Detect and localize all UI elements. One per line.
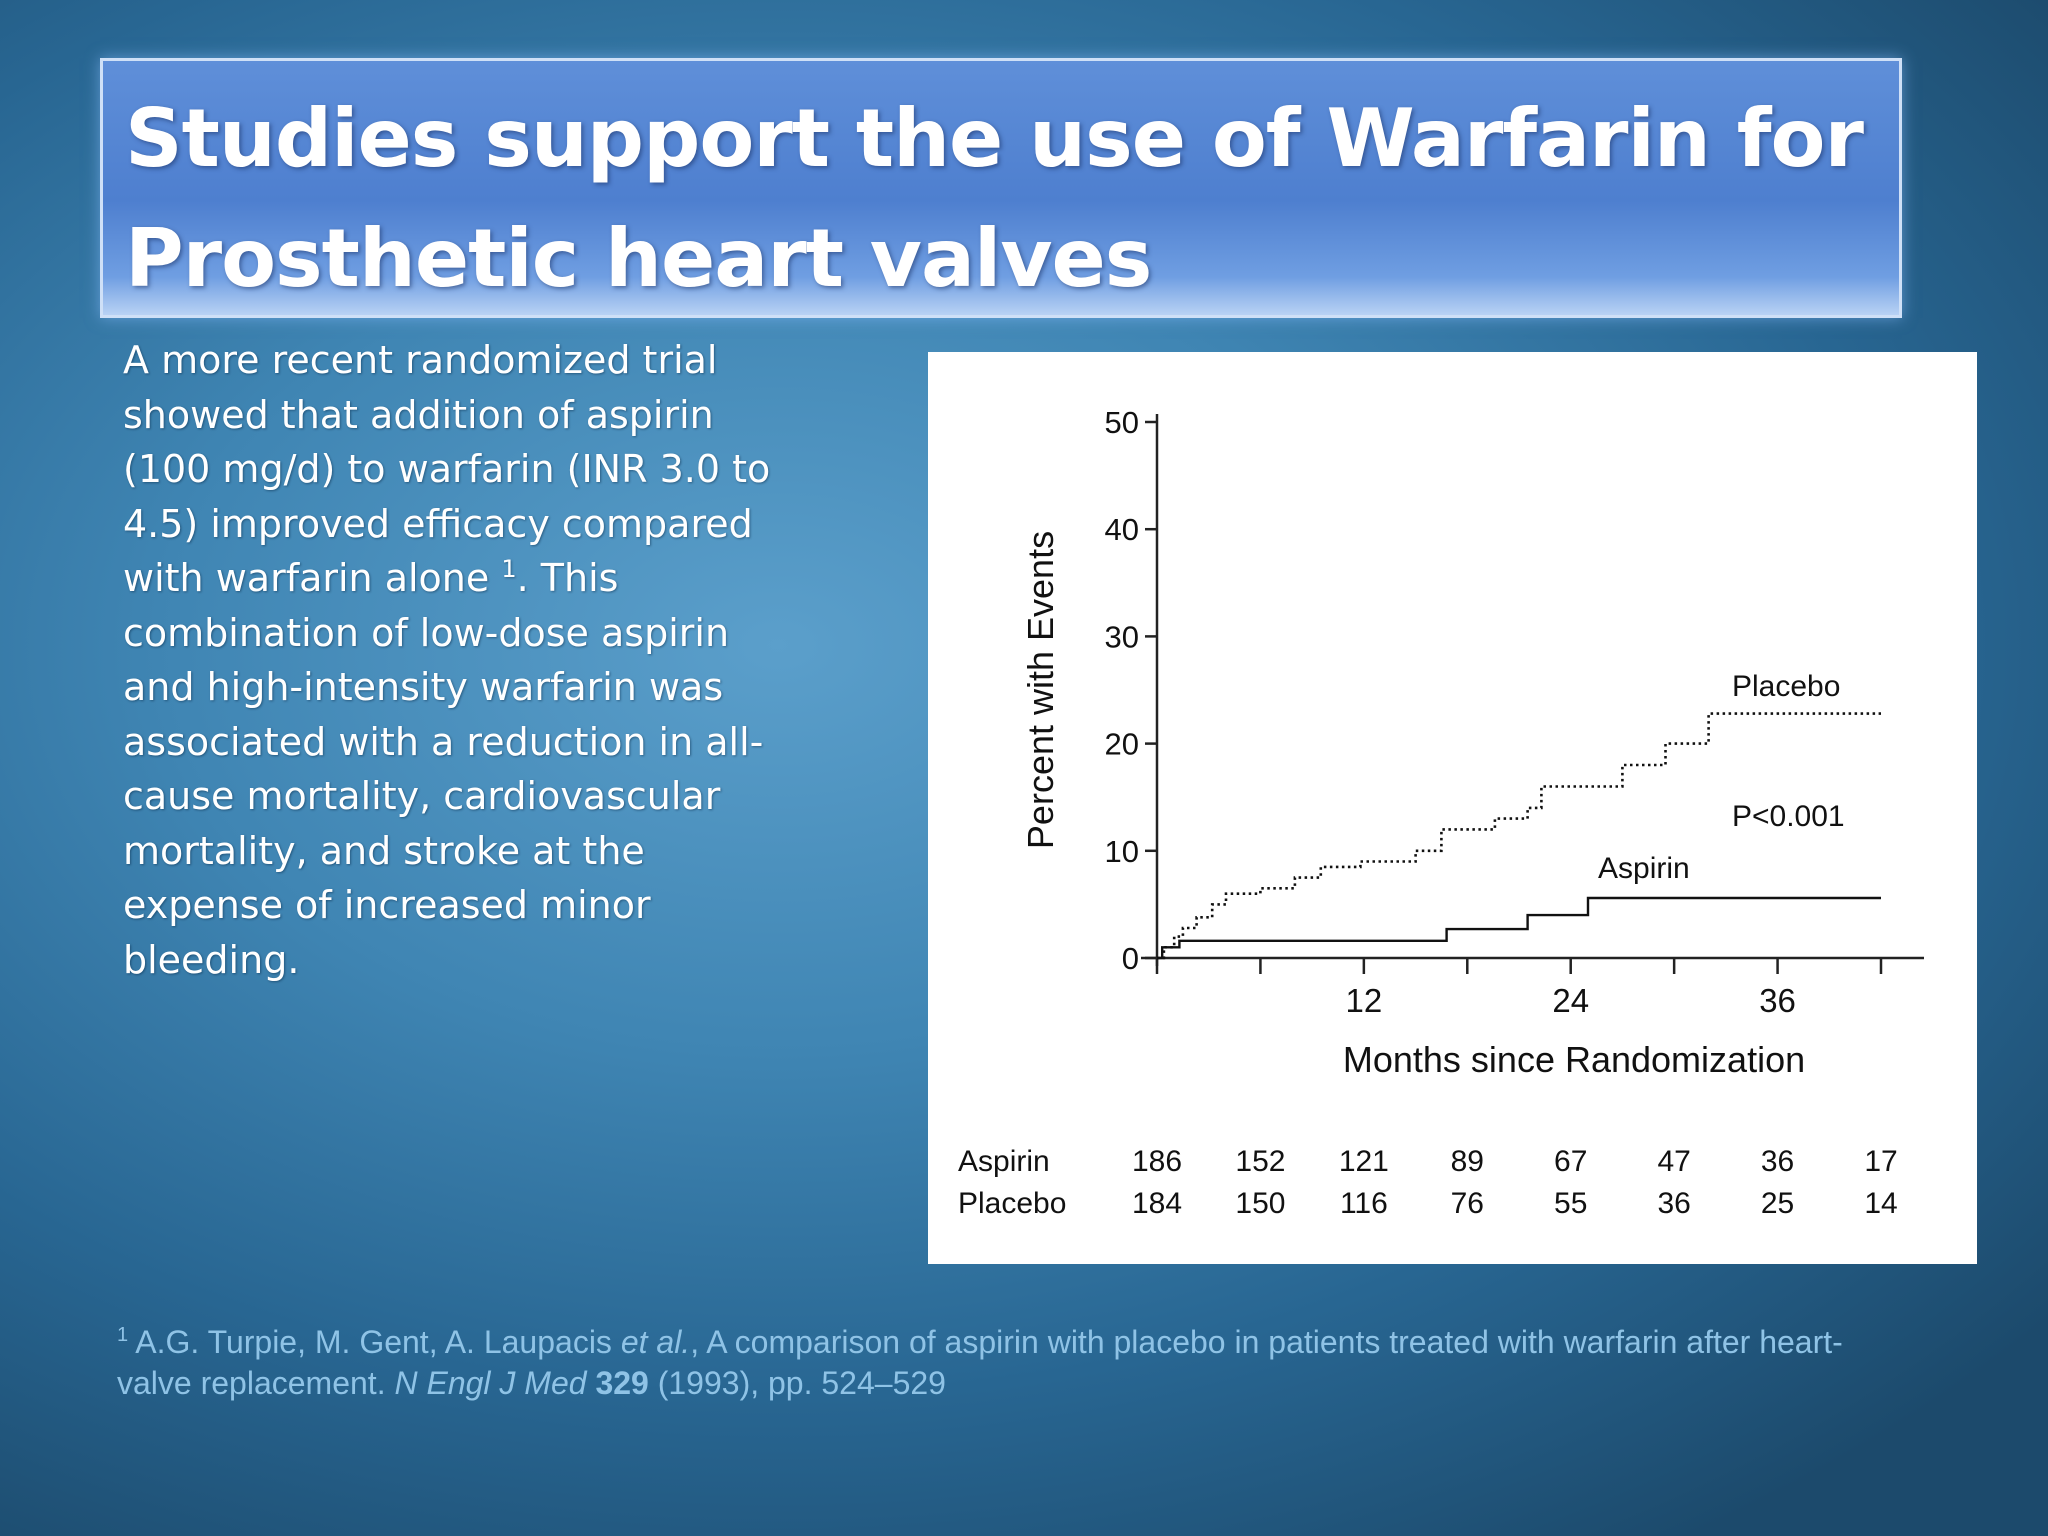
aspirin-curve-label: Aspirin [1598, 852, 1690, 885]
footnote-etal: et al. [620, 1324, 691, 1360]
footnote-volume: 329 [595, 1365, 649, 1401]
slide-title-line-1: Studies support the use of Warfarin for [125, 92, 1864, 185]
footnote-pages: (1993), pp. 524–529 [648, 1365, 946, 1401]
risk-count-aspirin-7: 17 [1864, 1145, 1897, 1178]
kaplan-meier-figure: 0 10 20 30 40 50 12 24 36 Months since Randomizat… [928, 352, 1977, 1264]
placebo-curve-label: Placebo [1732, 670, 1840, 703]
risk-count-placebo-4: 55 [1554, 1187, 1587, 1220]
risk-count-aspirin-3: 89 [1451, 1145, 1484, 1178]
x-axis-title: Months since Randomization [1343, 1039, 1805, 1080]
footnote-article: , A comparison of aspirin with placebo i… [117, 1324, 1843, 1401]
risk-count-placebo-1: 150 [1235, 1187, 1285, 1220]
body-text-part-1: A more recent randomized trial showed th… [123, 338, 771, 600]
x-tick-label-36: 36 [1759, 982, 1796, 1019]
series-line-placebo [1157, 712, 1881, 960]
risk-count-placebo-6: 25 [1761, 1187, 1794, 1220]
y-tick-label-10: 10 [1105, 834, 1139, 869]
body-text-part-2: . This combination of low-dose aspirin a… [123, 556, 764, 982]
title-banner: Studies support the use of Warfarin for P… [100, 58, 1902, 318]
risk-count-aspirin-2: 121 [1339, 1145, 1389, 1178]
y-tick-label-50: 50 [1105, 405, 1139, 440]
risk-count-aspirin-5: 47 [1657, 1145, 1690, 1178]
x-tick-label-24: 24 [1552, 982, 1589, 1019]
risk-count-placebo-0: 184 [1132, 1187, 1182, 1220]
risk-count-aspirin-6: 36 [1761, 1145, 1794, 1178]
footnote-journal: N Engl J Med [394, 1365, 587, 1401]
risk-count-aspirin-1: 152 [1235, 1145, 1285, 1178]
risk-count-aspirin-4: 67 [1554, 1145, 1587, 1178]
citation-footnote: 1 A.G. Turpie, M. Gent, A. Laupacis et a… [117, 1322, 1917, 1404]
footnote-authors: A.G. Turpie, M. Gent, A. Laupacis [128, 1324, 621, 1360]
y-tick-label-20: 20 [1105, 727, 1139, 762]
p-value-annotation: P<0.001 [1732, 800, 1845, 833]
risk-count-aspirin-0: 186 [1132, 1145, 1182, 1178]
y-tick-label-0: 0 [1122, 941, 1139, 976]
footnote-marker: 1 [117, 1324, 129, 1346]
event-curve-chart: 0 10 20 30 40 50 12 24 36 Months since Randomizat… [958, 405, 1924, 1220]
body-paragraph: A more recent randomized trial showed th… [123, 333, 773, 987]
y-tick-label-40: 40 [1105, 512, 1139, 547]
slide-title: Studies support the use of Warfarin for P… [125, 79, 1885, 319]
risk-row-label-placebo: Placebo [958, 1187, 1066, 1220]
risk-count-placebo-5: 36 [1657, 1187, 1690, 1220]
series-line-aspirin [1157, 896, 1881, 960]
y-axis-title: Percent with Events [1020, 531, 1061, 849]
risk-count-placebo-3: 76 [1451, 1187, 1484, 1220]
slide-title-line-2: Prosthetic heart valves [125, 212, 1152, 305]
y-tick-label-30: 30 [1105, 619, 1139, 654]
reference-marker: 1 [501, 555, 517, 583]
risk-count-placebo-2: 116 [1340, 1187, 1388, 1220]
risk-count-placebo-7: 14 [1864, 1187, 1897, 1220]
risk-row-label-aspirin: Aspirin [958, 1145, 1050, 1178]
x-tick-label-12: 12 [1345, 982, 1382, 1019]
